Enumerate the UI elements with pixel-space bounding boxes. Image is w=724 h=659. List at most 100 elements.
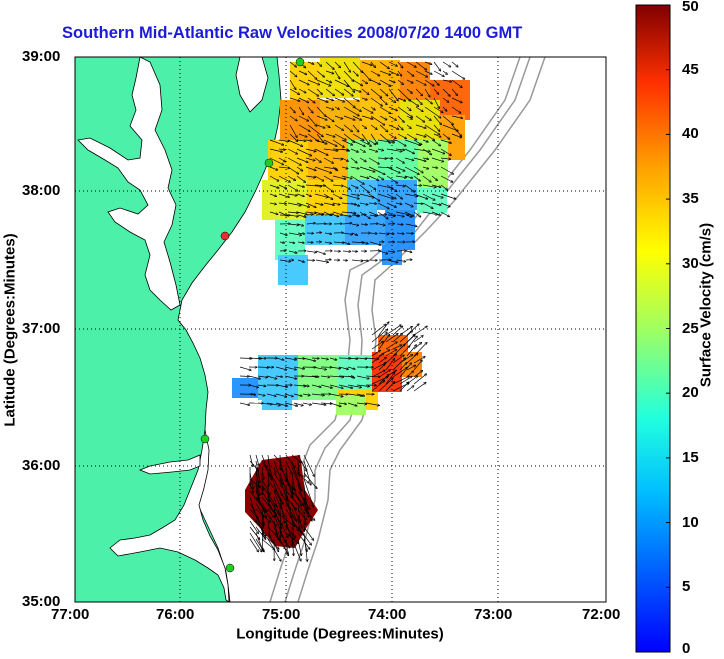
velocity-arrow <box>316 133 324 143</box>
velocity-arrow <box>379 79 391 86</box>
colorbar-tick-label: 50 <box>682 0 699 15</box>
velocity-arrow <box>334 79 349 87</box>
velocity-arrow <box>361 88 369 95</box>
velocity-arrow <box>255 508 271 522</box>
velocity-arrow <box>350 202 360 206</box>
velocity-arrow <box>305 184 322 186</box>
velocity-arrow <box>296 211 307 214</box>
velocity-arrow <box>356 393 365 396</box>
velocity-arrow <box>332 185 343 186</box>
velocity-arrow <box>316 97 328 102</box>
velocity-arrow <box>388 97 396 103</box>
velocity-arrow <box>316 79 331 86</box>
velocity-arrow <box>303 490 308 510</box>
velocity-arrow <box>343 88 353 96</box>
velocity-arrow <box>325 88 335 96</box>
velocity-arrow <box>442 61 451 67</box>
velocity-arrow <box>433 124 440 131</box>
velocity-arrow <box>379 61 389 69</box>
velocity-arrow <box>442 97 449 102</box>
grid-lines <box>75 57 606 602</box>
velocity-arrow <box>392 358 406 371</box>
velocity-arrow <box>350 166 359 169</box>
velocity-arrow <box>307 124 323 137</box>
velocity-arrow <box>291 508 297 521</box>
velocity-arrow <box>289 115 297 121</box>
velocity-arrow <box>422 148 432 155</box>
velocity-arrow <box>341 175 352 179</box>
y-tick-label: 39:00 <box>22 48 61 65</box>
velocity-arrow <box>275 376 283 377</box>
velocity-arrow <box>316 61 322 66</box>
velocity-arrow <box>356 384 369 386</box>
velocity-arrow <box>329 357 337 360</box>
velocity-arrow <box>341 148 350 151</box>
velocity-arrow <box>307 70 317 79</box>
colorbar-tick-label: 0 <box>682 640 691 657</box>
velocity-arrow <box>369 241 381 245</box>
velocity-arrow <box>338 384 353 388</box>
velocity-arrow <box>279 259 291 262</box>
velocity-arrow <box>291 538 301 561</box>
velocity-arrow <box>257 385 266 386</box>
velocity-arrow <box>424 106 441 118</box>
velocity-arrow <box>288 250 297 253</box>
velocity-arrow <box>255 478 259 500</box>
velocity-arrow <box>334 70 340 79</box>
velocity-arrow <box>334 88 344 95</box>
velocity-arrow <box>325 133 335 137</box>
velocity-arrow <box>413 166 423 173</box>
velocity-arrow <box>343 124 353 132</box>
velocity-arrow <box>257 393 265 396</box>
velocity-arrow <box>273 490 281 509</box>
velocity-arrow <box>291 514 294 540</box>
velocity-arrow <box>413 139 422 145</box>
velocity-arrow <box>422 193 435 200</box>
velocity-arrow <box>413 185 422 186</box>
velocity-arrow <box>406 386 414 392</box>
velocity-arrow <box>255 484 258 500</box>
velocity-arrow <box>278 167 290 168</box>
velocity-arrow <box>273 496 280 516</box>
velocity-arrow <box>341 139 353 145</box>
velocity-arrow <box>303 526 314 540</box>
velocity-arrow <box>266 375 277 379</box>
velocity-arrow <box>352 70 358 76</box>
velocity-arrow <box>399 331 413 343</box>
velocity-arrow <box>370 124 377 130</box>
velocity-arrow <box>399 326 412 336</box>
velocity-arrow <box>296 175 306 182</box>
velocity-arrow <box>298 88 306 93</box>
velocity-arrow <box>378 357 387 364</box>
velocity-arrow <box>440 148 451 156</box>
velocity-arrow <box>359 148 365 152</box>
velocity-arrow <box>248 358 261 359</box>
velocity-arrow <box>451 115 463 118</box>
velocity-arrow <box>261 478 270 495</box>
velocity-arrow <box>249 472 253 489</box>
velocity-arrow <box>359 184 369 193</box>
velocity-arrow <box>334 106 339 109</box>
velocity-arrow <box>334 97 345 102</box>
velocity-arrow <box>406 70 414 76</box>
velocity-arrow <box>350 157 357 163</box>
velocity-arrow <box>442 133 450 139</box>
velocity-arrow <box>278 193 290 197</box>
velocity-arrow <box>352 88 361 92</box>
velocity-arrow <box>291 502 299 521</box>
velocity-arrow <box>267 472 272 480</box>
velocity-arrow <box>297 214 306 217</box>
velocity-arrow <box>404 202 413 207</box>
velocity-arrow <box>269 157 284 165</box>
velocity-arrow <box>291 466 301 490</box>
velocity-arrow <box>370 61 375 68</box>
velocity-arrow <box>359 139 372 146</box>
velocity-arrow <box>392 345 402 350</box>
velocity-arrow <box>279 466 293 490</box>
velocity-arrow <box>378 214 387 215</box>
velocity-arrow <box>273 484 283 504</box>
velocity-arrow <box>303 472 317 489</box>
velocity-arrow <box>289 106 295 113</box>
radar-site-marker <box>295 57 305 67</box>
velocity-arrow <box>307 106 313 113</box>
